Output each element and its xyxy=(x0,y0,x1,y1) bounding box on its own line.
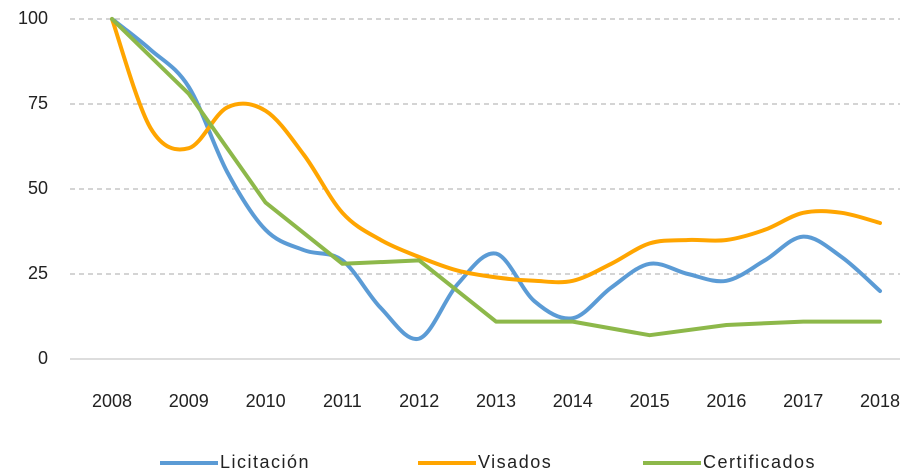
x-tick-label: 2008 xyxy=(92,391,132,411)
x-tick-label: 2017 xyxy=(783,391,823,411)
series-line xyxy=(110,17,882,338)
y-tick-label: 100 xyxy=(18,8,48,28)
series-line xyxy=(110,17,882,341)
x-tick-label: 2012 xyxy=(399,391,439,411)
series-line xyxy=(110,17,882,285)
x-tick-label: 2015 xyxy=(630,391,670,411)
x-tick-label: 2016 xyxy=(706,391,746,411)
legend-label: Certificados xyxy=(703,452,816,472)
y-tick-label: 0 xyxy=(38,348,48,368)
x-tick-label: 2013 xyxy=(476,391,516,411)
x-tick-label: 2011 xyxy=(323,391,362,411)
y-tick-label: 50 xyxy=(28,178,48,198)
y-tick-label: 75 xyxy=(28,93,48,113)
x-tick-label: 2018 xyxy=(860,391,900,411)
x-tick-label: 2009 xyxy=(169,391,209,411)
legend-label: Licitación xyxy=(220,452,310,472)
legend-label: Visados xyxy=(478,452,552,472)
x-tick-label: 2010 xyxy=(246,391,286,411)
x-tick-label: 2014 xyxy=(553,391,593,411)
y-tick-label: 25 xyxy=(28,263,48,283)
